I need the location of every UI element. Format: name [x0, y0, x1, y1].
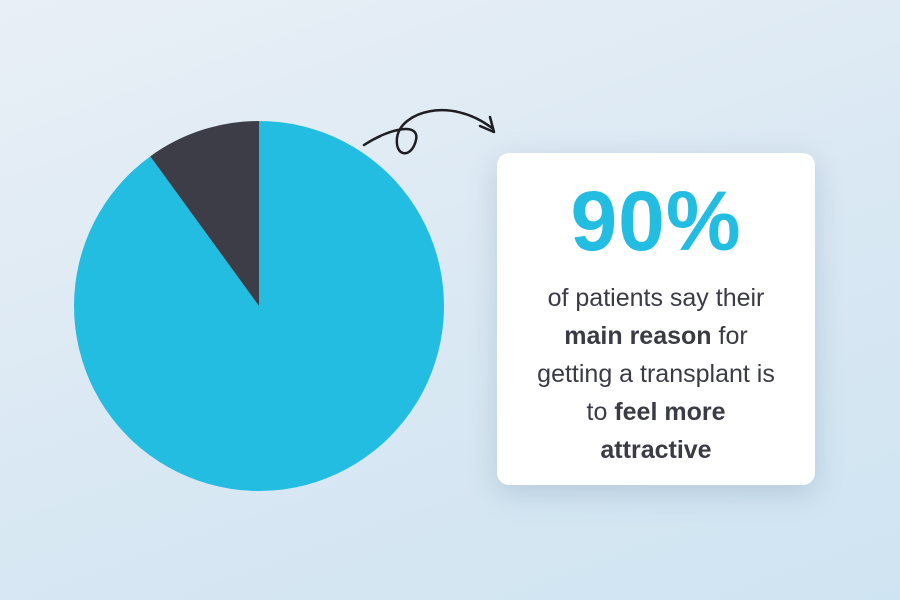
text-run: of patients say their	[547, 284, 765, 312]
text-run: to	[586, 398, 608, 426]
text-run: getting a transplant is	[537, 360, 775, 388]
text-run: main reason	[564, 322, 712, 350]
text-run: for	[718, 322, 748, 350]
callout-card: 90% of patients say their main reason fo…	[497, 153, 815, 485]
arrow-head	[478, 115, 496, 134]
arrow	[362, 109, 494, 155]
callout-text: of patients say their main reason for ge…	[497, 279, 815, 469]
pie	[73, 121, 445, 491]
pie-slice	[150, 121, 259, 306]
text-run: attractive	[600, 436, 712, 464]
text-run: feel more	[614, 398, 726, 426]
callout-value: 90%	[570, 174, 742, 268]
